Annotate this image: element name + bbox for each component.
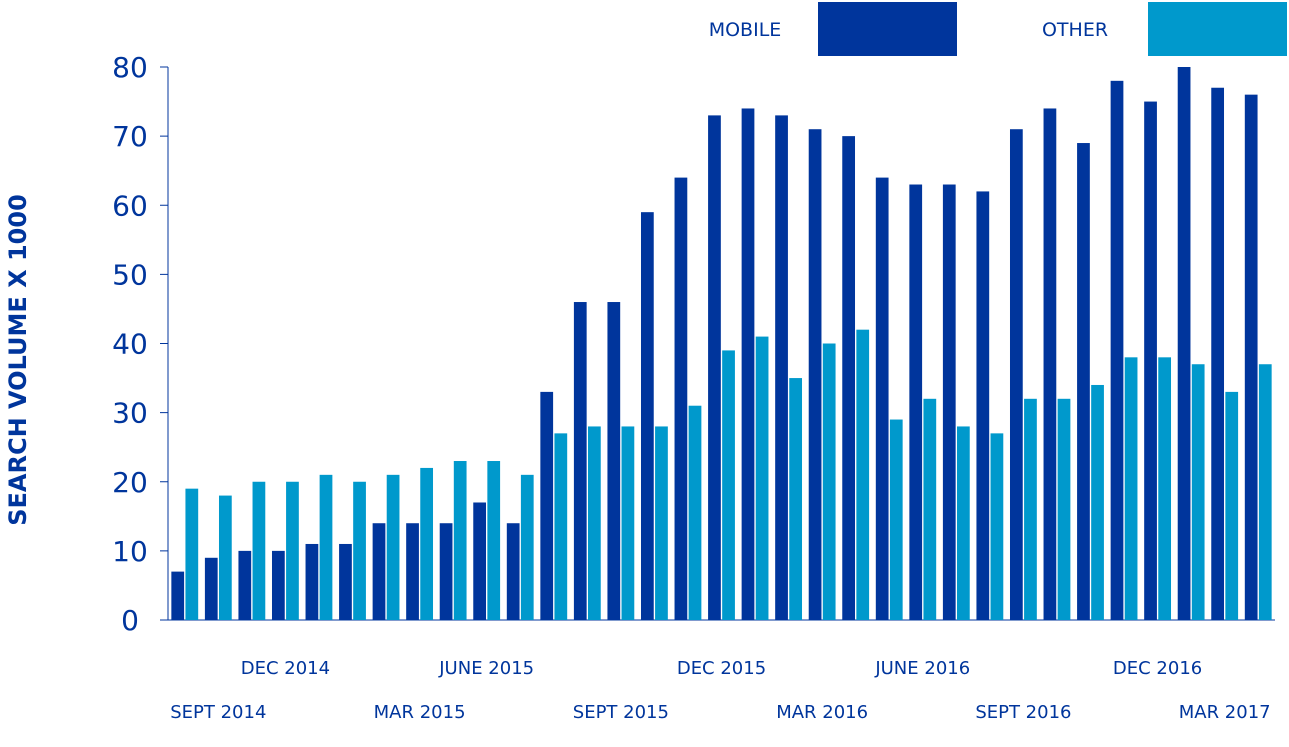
bar: [339, 543, 352, 620]
bar: [305, 543, 319, 620]
bar: [204, 557, 218, 620]
bar: [252, 481, 266, 620]
bar: [1144, 101, 1157, 620]
bar: [1043, 108, 1057, 620]
y-tick-label: 30: [112, 397, 148, 430]
bar: [688, 405, 702, 620]
bar: [473, 502, 487, 620]
bar: [487, 461, 501, 620]
bar: [674, 177, 688, 620]
y-tick-label: 20: [112, 466, 148, 499]
bar: [554, 433, 568, 620]
x-tick-label: MAR 2016: [776, 702, 868, 723]
x-tick-label: SEPT 2015: [573, 702, 669, 723]
legend-label: MOBILE: [709, 19, 782, 41]
bar: [923, 398, 937, 620]
bar: [1191, 364, 1205, 620]
bar: [439, 523, 453, 620]
bar: [976, 191, 990, 621]
bar: [655, 426, 668, 620]
y-tick-label: 0: [121, 604, 139, 637]
bar: [573, 302, 587, 620]
bar: [171, 571, 185, 620]
bar: [506, 523, 520, 620]
bar: [453, 461, 467, 620]
y-tick-label: 60: [112, 189, 148, 222]
bar: [741, 108, 755, 620]
bar: [822, 343, 836, 620]
legend-label: OTHER: [1042, 19, 1108, 41]
x-tick-label: JUNE 2016: [874, 658, 970, 679]
y-axis-title: SEARCH VOLUME X 1000: [4, 194, 32, 526]
bar: [755, 336, 769, 620]
bar: [372, 523, 386, 620]
bar: [990, 433, 1004, 620]
bar: [319, 474, 333, 620]
bar: [271, 550, 285, 620]
y-tick-label: 70: [112, 120, 148, 153]
x-tick-label: SEPT 2016: [975, 702, 1071, 723]
x-tick-label: JUNE 2015: [438, 658, 534, 679]
bar: [353, 481, 366, 620]
bar: [640, 212, 654, 620]
x-tick-label: SEPT 2014: [170, 702, 266, 723]
bar: [1077, 143, 1090, 620]
legend-swatch: [1148, 2, 1287, 56]
bar: [540, 391, 554, 620]
bar: [1177, 67, 1191, 620]
bar: [1211, 87, 1225, 621]
bar: [808, 129, 822, 620]
bar: [889, 419, 903, 620]
x-tick-label: DEC 2016: [1113, 658, 1202, 679]
bar: [1158, 357, 1172, 620]
bar: [621, 426, 635, 620]
bar: [842, 136, 856, 620]
bar: [520, 474, 534, 620]
bar: [789, 378, 803, 620]
bar: [286, 481, 299, 620]
y-tick-label: 40: [112, 328, 148, 361]
bar: [875, 177, 889, 620]
bar: [708, 115, 721, 620]
bar: [185, 488, 199, 620]
bar: [218, 495, 232, 620]
bar: [1244, 94, 1258, 620]
y-tick-label: 10: [112, 535, 148, 568]
legend-swatch: [818, 2, 957, 56]
x-tick-label: MAR 2017: [1179, 702, 1271, 723]
bar: [909, 184, 923, 620]
bar: [1258, 364, 1272, 620]
bar: [1057, 398, 1071, 620]
bar: [942, 184, 956, 620]
bar: [1124, 357, 1138, 620]
x-tick-label: MAR 2015: [374, 702, 466, 723]
bar: [956, 426, 970, 620]
bar: [1009, 129, 1023, 620]
x-tick-label: DEC 2015: [677, 658, 766, 679]
bar: [386, 474, 400, 620]
bar: [587, 426, 601, 620]
bar: [406, 523, 419, 620]
bar: [607, 302, 621, 620]
bar: [1091, 384, 1104, 620]
bar: [722, 350, 735, 620]
bar: [420, 467, 434, 620]
bar: [1110, 80, 1124, 620]
bar: [238, 550, 252, 620]
bar: [856, 329, 870, 620]
y-tick-label: 50: [112, 258, 148, 291]
y-tick-label: 80: [112, 51, 148, 84]
bar: [775, 115, 788, 620]
x-tick-label: DEC 2014: [241, 658, 330, 679]
bar: [1024, 398, 1037, 620]
bar: [1225, 391, 1239, 620]
